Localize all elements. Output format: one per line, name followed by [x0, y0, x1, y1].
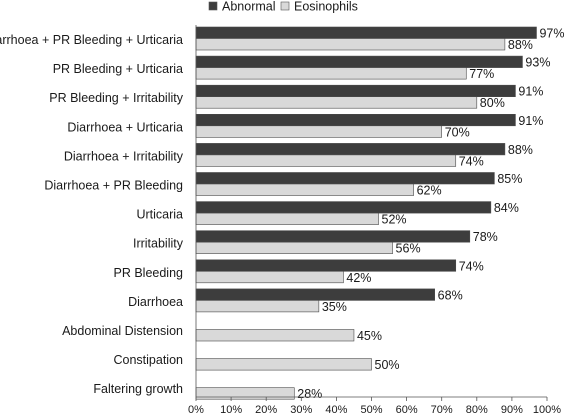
bar-abnormal	[195, 288, 435, 301]
data-label-eosinophils: 42%	[346, 271, 371, 285]
data-label-abnormal: 74%	[459, 259, 484, 273]
bar-abnormal	[195, 230, 471, 243]
legend-label-eosinophils: Eosinophils	[294, 0, 358, 14]
category-label: Abdominal Distension	[62, 324, 183, 338]
x-tick-label: 80%	[466, 404, 488, 416]
category-label: Constipation	[114, 353, 184, 367]
bar-eosinophils	[195, 67, 467, 80]
x-axis: 0% 10% 20% 30% 40% 50% 60% 70% 80% 90% 100%	[188, 25, 561, 416]
data-label-eosinophils: 28%	[297, 387, 322, 401]
data-label-abnormal: 93%	[525, 56, 550, 70]
data-label-eosinophils: 74%	[459, 154, 484, 168]
bar-eosinophils	[195, 300, 320, 313]
data-label-abnormal: 78%	[473, 230, 498, 244]
data-label-abnormal: 97%	[539, 27, 564, 41]
data-label-abnormal: 91%	[518, 85, 543, 99]
data-label-eosinophils: 80%	[480, 96, 505, 110]
data-label-abnormal: 88%	[508, 143, 533, 157]
legend: Abnormal Eosinophils	[208, 0, 358, 14]
data-label-eosinophils: 50%	[375, 358, 400, 372]
bar-eosinophils	[195, 387, 295, 400]
category-label: Irritability	[133, 237, 184, 251]
category-label: PR Bleeding	[114, 266, 184, 280]
category-label: Diarrhoea + Urticaria	[67, 120, 183, 134]
x-tick-label: 60%	[396, 404, 418, 416]
x-tick-label: 40%	[325, 404, 347, 416]
category-label: PR Bleeding + Urticaria	[53, 62, 183, 76]
bar-eosinophils	[195, 270, 344, 284]
bar-abnormal	[195, 26, 537, 39]
x-tick-label: 0%	[188, 404, 204, 416]
bar-eosinophils	[195, 125, 442, 138]
category-label: Diarrhoea + PR Bleeding	[44, 179, 183, 193]
data-label-abnormal: 85%	[497, 172, 522, 186]
data-label-eosinophils: 35%	[322, 300, 347, 314]
data-label-eosinophils: 70%	[445, 125, 470, 139]
x-tick-label: 70%	[431, 404, 453, 416]
legend-swatch-abnormal	[208, 1, 218, 11]
data-label-abnormal: 68%	[438, 288, 463, 302]
bar-abnormal	[195, 259, 457, 272]
data-label-abnormal: 91%	[518, 114, 543, 128]
x-tick-label: 30%	[290, 404, 312, 416]
bar-abnormal	[195, 143, 506, 156]
bar-abnormal	[195, 55, 523, 68]
category-label: Diarrhoea	[128, 295, 183, 309]
data-label-abnormal: 84%	[494, 201, 519, 215]
x-tick-label: 90%	[501, 404, 523, 416]
data-label-eosinophils: 52%	[382, 213, 407, 227]
category-label: Diarrhoea + PR Bleeding + Urticaria	[0, 33, 183, 47]
plot-area: Diarrhoea + PR Bleeding + Urticaria 97% 88…	[0, 27, 565, 402]
bar-abnormal	[195, 201, 492, 214]
legend-label-abnormal: Abnormal	[222, 0, 276, 14]
data-label-eosinophils: 77%	[469, 67, 494, 81]
bar-eosinophils	[195, 212, 379, 225]
x-tick-label: 20%	[255, 404, 277, 416]
bar-eosinophils	[195, 241, 393, 254]
x-tick-label: 50%	[360, 404, 382, 416]
bar-eosinophils	[195, 358, 372, 371]
data-label-eosinophils: 45%	[357, 329, 382, 343]
bar-abnormal	[195, 114, 516, 127]
category-label: PR Bleeding + Irritability	[49, 91, 183, 105]
data-label-eosinophils: 88%	[508, 38, 533, 52]
bar-abnormal	[195, 84, 516, 97]
category-label: Faltering growth	[93, 382, 183, 396]
bar-eosinophils	[195, 96, 478, 109]
legend-swatch-eosinophils	[280, 1, 290, 11]
data-label-eosinophils: 56%	[396, 242, 421, 256]
bar-eosinophils	[195, 329, 355, 342]
bar-eosinophils	[195, 38, 506, 51]
data-label-eosinophils: 62%	[417, 184, 442, 198]
category-label: Urticaria	[136, 208, 183, 222]
x-tick-label: 100%	[533, 404, 561, 416]
category-label: Diarrhoea + Irritability	[64, 149, 184, 163]
bar-eosinophils	[195, 154, 457, 167]
bar-eosinophils	[195, 183, 414, 196]
bar-abnormal	[195, 172, 495, 185]
x-tick-label: 10%	[220, 404, 242, 416]
